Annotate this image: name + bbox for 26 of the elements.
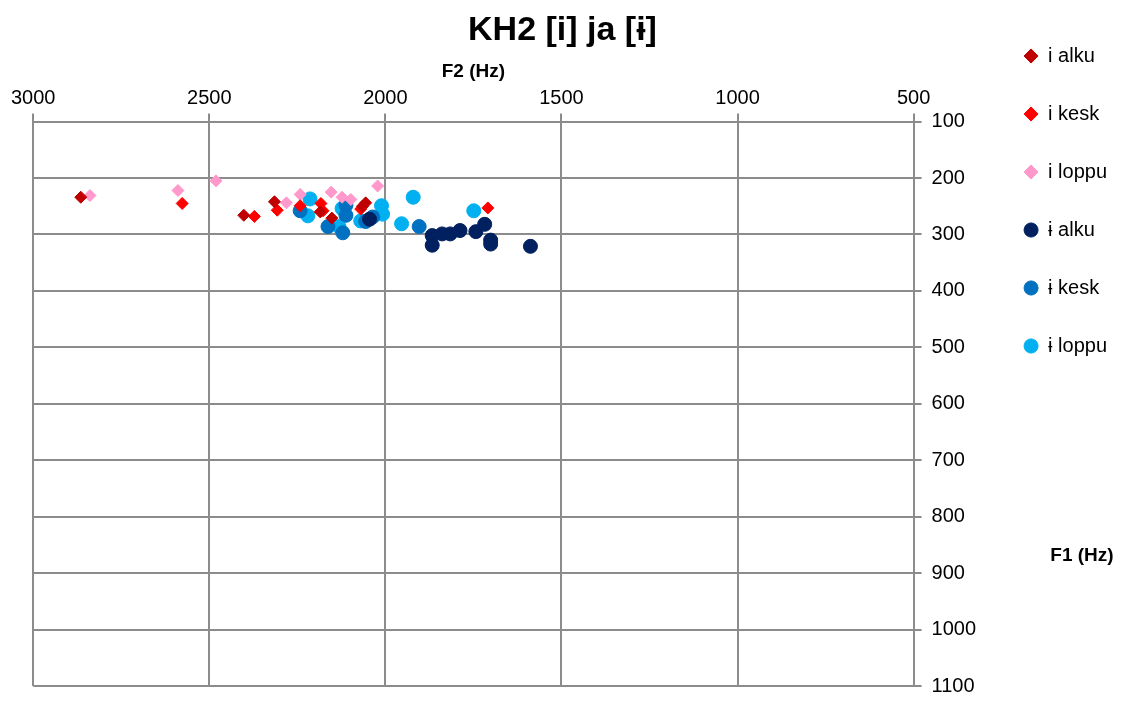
legend-label: ɨ kesk: [1048, 275, 1101, 298]
x-tick-label: 2500: [187, 86, 232, 109]
y-tick-label: 700: [931, 447, 965, 470]
y-tick-label: 600: [931, 391, 965, 414]
x-tick-label: 1500: [539, 86, 584, 109]
y-tick-label: 100: [931, 109, 965, 132]
x-tick-label: 1000: [715, 86, 760, 109]
y-tick-label: 800: [931, 504, 965, 527]
y-tick-label: 900: [931, 560, 965, 583]
y-tick-label: 1000: [931, 617, 977, 640]
y-axis-title: F1 (Hz): [1050, 544, 1114, 566]
legend-label: ɨ alku: [1048, 217, 1095, 240]
y-tick-label: 200: [931, 165, 965, 188]
x-tick-label: 500: [896, 86, 931, 109]
chart-title: KH2 [i] ja [ɨ]: [468, 8, 657, 47]
legend-label: i loppu: [1048, 159, 1107, 182]
y-tick-label: 1100: [931, 673, 975, 696]
y-tick-label: 300: [931, 222, 965, 244]
y-tick-label: 500: [931, 334, 965, 357]
x-tick-label: 2000: [363, 86, 408, 109]
legend-label: ɨ loppu: [1048, 333, 1107, 356]
y-tick-label: 400: [931, 278, 965, 301]
x-axis-title: F2 (Hz): [441, 60, 506, 82]
x-tick-label: 3000: [11, 86, 56, 109]
legend-label: i alku: [1048, 43, 1095, 66]
legend-label: i kesk: [1048, 101, 1101, 124]
